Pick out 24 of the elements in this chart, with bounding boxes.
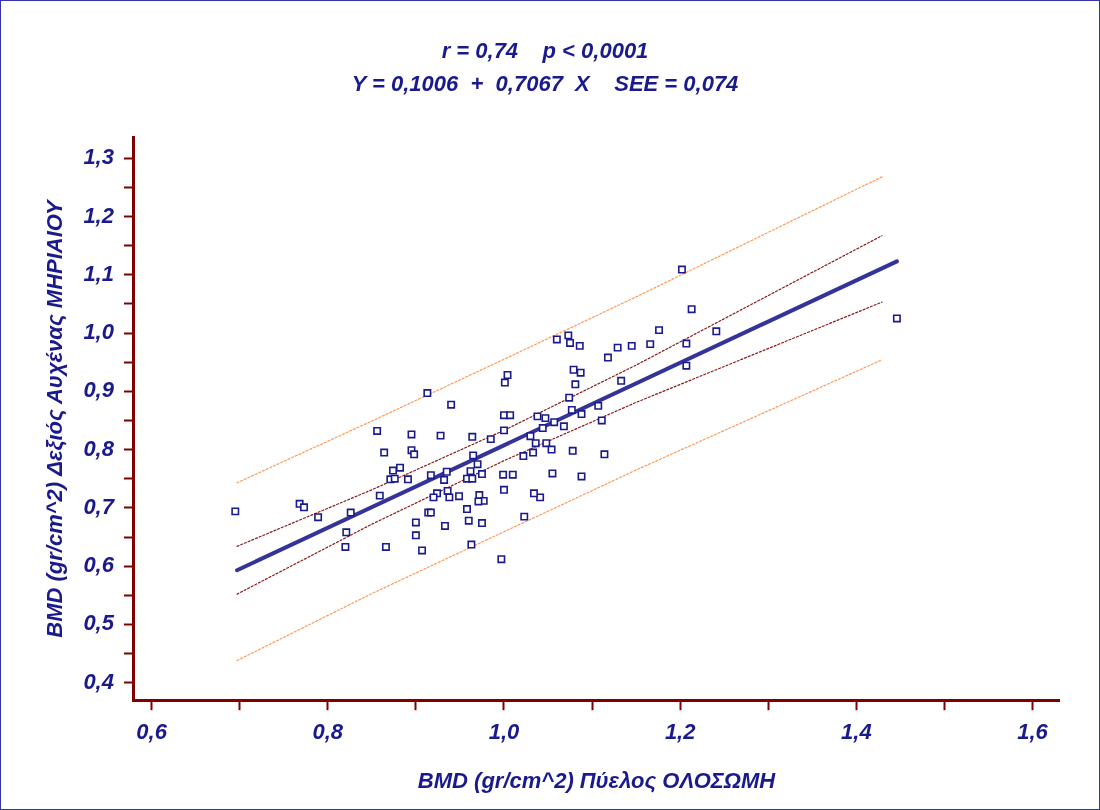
line-series <box>236 359 883 662</box>
x-tick-label: 1,6 <box>1017 719 1049 745</box>
chart-subtitle: Y = 0,1006 + 0,7067 X SEE = 0,074 <box>351 70 739 96</box>
line-series <box>236 176 883 484</box>
x-tick-label: 0,8 <box>312 719 344 745</box>
y-tick-label: 1,3 <box>83 144 114 170</box>
y-axis-title: BMD (gr/cm^2) Δεξιός Αυχένας ΜΗΡΙΑΙΟΥ <box>42 197 68 638</box>
line-series <box>236 301 883 595</box>
line-series <box>236 235 883 547</box>
y-tick-label: 0,6 <box>83 552 115 578</box>
y-tick-label: 1,1 <box>83 260 114 286</box>
y-tick-label: 0,8 <box>83 435 115 461</box>
x-tick-label: 0,6 <box>136 719 168 745</box>
x-tick-label: 1,4 <box>841 719 872 745</box>
y-tick-label: 0,7 <box>83 493 116 519</box>
chart-title: r = 0,74 p < 0,0001 <box>441 38 649 64</box>
y-tick-label: 1,0 <box>83 319 115 345</box>
x-tick-label: 1,2 <box>664 719 697 745</box>
x-tick-label: 1,0 <box>488 719 521 745</box>
y-tick-label: 0,9 <box>83 377 115 403</box>
y-tick-label: 0,5 <box>83 610 115 636</box>
x-axis-title: BMD (gr/cm^2) Πύελος ΟΛΟΣΩΜΗ <box>417 767 777 793</box>
y-tick-label: 1,2 <box>83 202 115 228</box>
y-tick-label: 0,4 <box>83 668 114 694</box>
